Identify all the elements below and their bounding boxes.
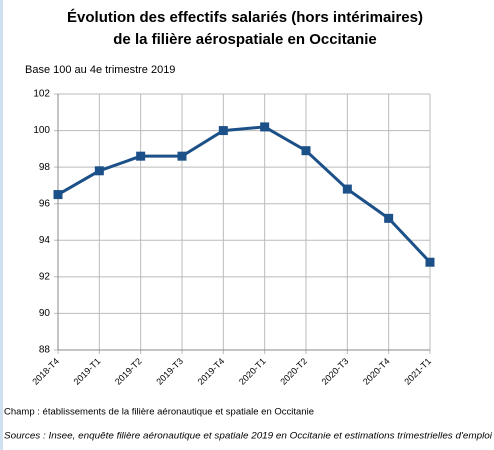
chart-title: de la filière aérospatiale en Occitanie (113, 31, 376, 48)
marker (342, 184, 352, 194)
marker (94, 166, 104, 176)
x-tick-label: 2021-T1 (402, 356, 433, 387)
y-tick-label: 90 (39, 308, 51, 319)
series-line (57, 125, 432, 264)
y-tick-label: 102 (33, 89, 50, 100)
x-tick-label: 2018-T4 (30, 356, 61, 387)
marker (301, 146, 311, 156)
marker (136, 151, 146, 161)
marker (260, 122, 270, 132)
x-tick-label: 2019-T4 (196, 356, 227, 387)
x-tick-label: 2020-T3 (320, 356, 351, 387)
x-tick-label: 2020-T4 (361, 356, 392, 387)
x-tick-label: 2019-T1 (72, 356, 103, 387)
chart-title: Évolution des effectifs salariés (hors i… (67, 9, 423, 26)
note: Champ : établissements de la filière aér… (4, 407, 314, 418)
subtitle: Base 100 au 4e trimestre 2019 (25, 64, 175, 76)
marker (384, 213, 394, 223)
y-tick-label: 88 (39, 345, 51, 356)
note: Sources : Insee, enquête filière aéronau… (4, 431, 493, 442)
marker (53, 190, 63, 200)
marker (218, 126, 228, 136)
left-edge (0, 0, 3, 450)
x-tick-label: 2019-T2 (113, 356, 144, 387)
y-tick-label: 100 (33, 125, 50, 136)
x-tick-label: 2020-T2 (278, 356, 309, 387)
y-tick-label: 98 (39, 162, 51, 173)
marker (425, 257, 435, 267)
x-tick-label: 2020-T1 (237, 356, 268, 387)
marker (177, 151, 187, 161)
y-tick-label: 94 (39, 235, 51, 246)
y-tick-label: 96 (39, 198, 51, 209)
x-tick-label: 2019-T3 (154, 356, 185, 387)
y-tick-label: 92 (39, 271, 51, 282)
